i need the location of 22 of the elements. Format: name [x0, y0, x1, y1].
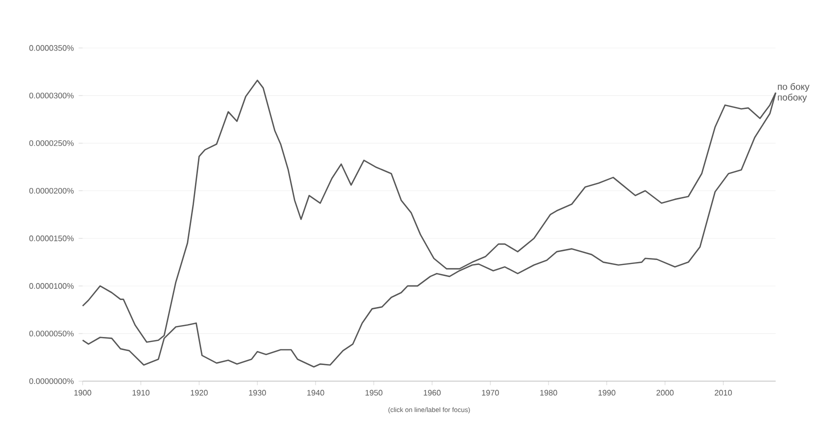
series-label: по боку — [778, 82, 810, 92]
y-tick-label: 0.0000350% — [29, 45, 74, 51]
x-tick-label: 1940 — [307, 390, 324, 396]
series-label: побоку — [778, 94, 807, 102]
y-tick-label: 0.0000050% — [29, 330, 74, 336]
y-tick-label: 0.0000250% — [29, 140, 74, 146]
x-tick-label: 1960 — [424, 390, 441, 396]
x-tick-label: 2010 — [714, 390, 732, 396]
y-tick-label: 0.0000100% — [29, 283, 74, 289]
x-tick-label: 1970 — [482, 390, 499, 396]
y-tick-label: 0.0000000% — [29, 378, 74, 384]
y-tick-label: 0.0000200% — [29, 188, 74, 194]
x-tick-label: 2000 — [656, 390, 674, 396]
y-tick-label: 0.0000150% — [29, 235, 74, 242]
y-tick-label: 0.0000300% — [29, 92, 74, 98]
x-tick-label: 1900 — [74, 390, 92, 396]
x-tick-label: 1930 — [249, 390, 266, 396]
x-tick-label: 1950 — [366, 390, 382, 396]
x-tick-label: 1980 — [540, 390, 558, 396]
x-tick-label: 1910 — [132, 390, 150, 396]
x-tick-label: 1920 — [190, 390, 208, 396]
x-tick-label: 1990 — [598, 390, 616, 396]
